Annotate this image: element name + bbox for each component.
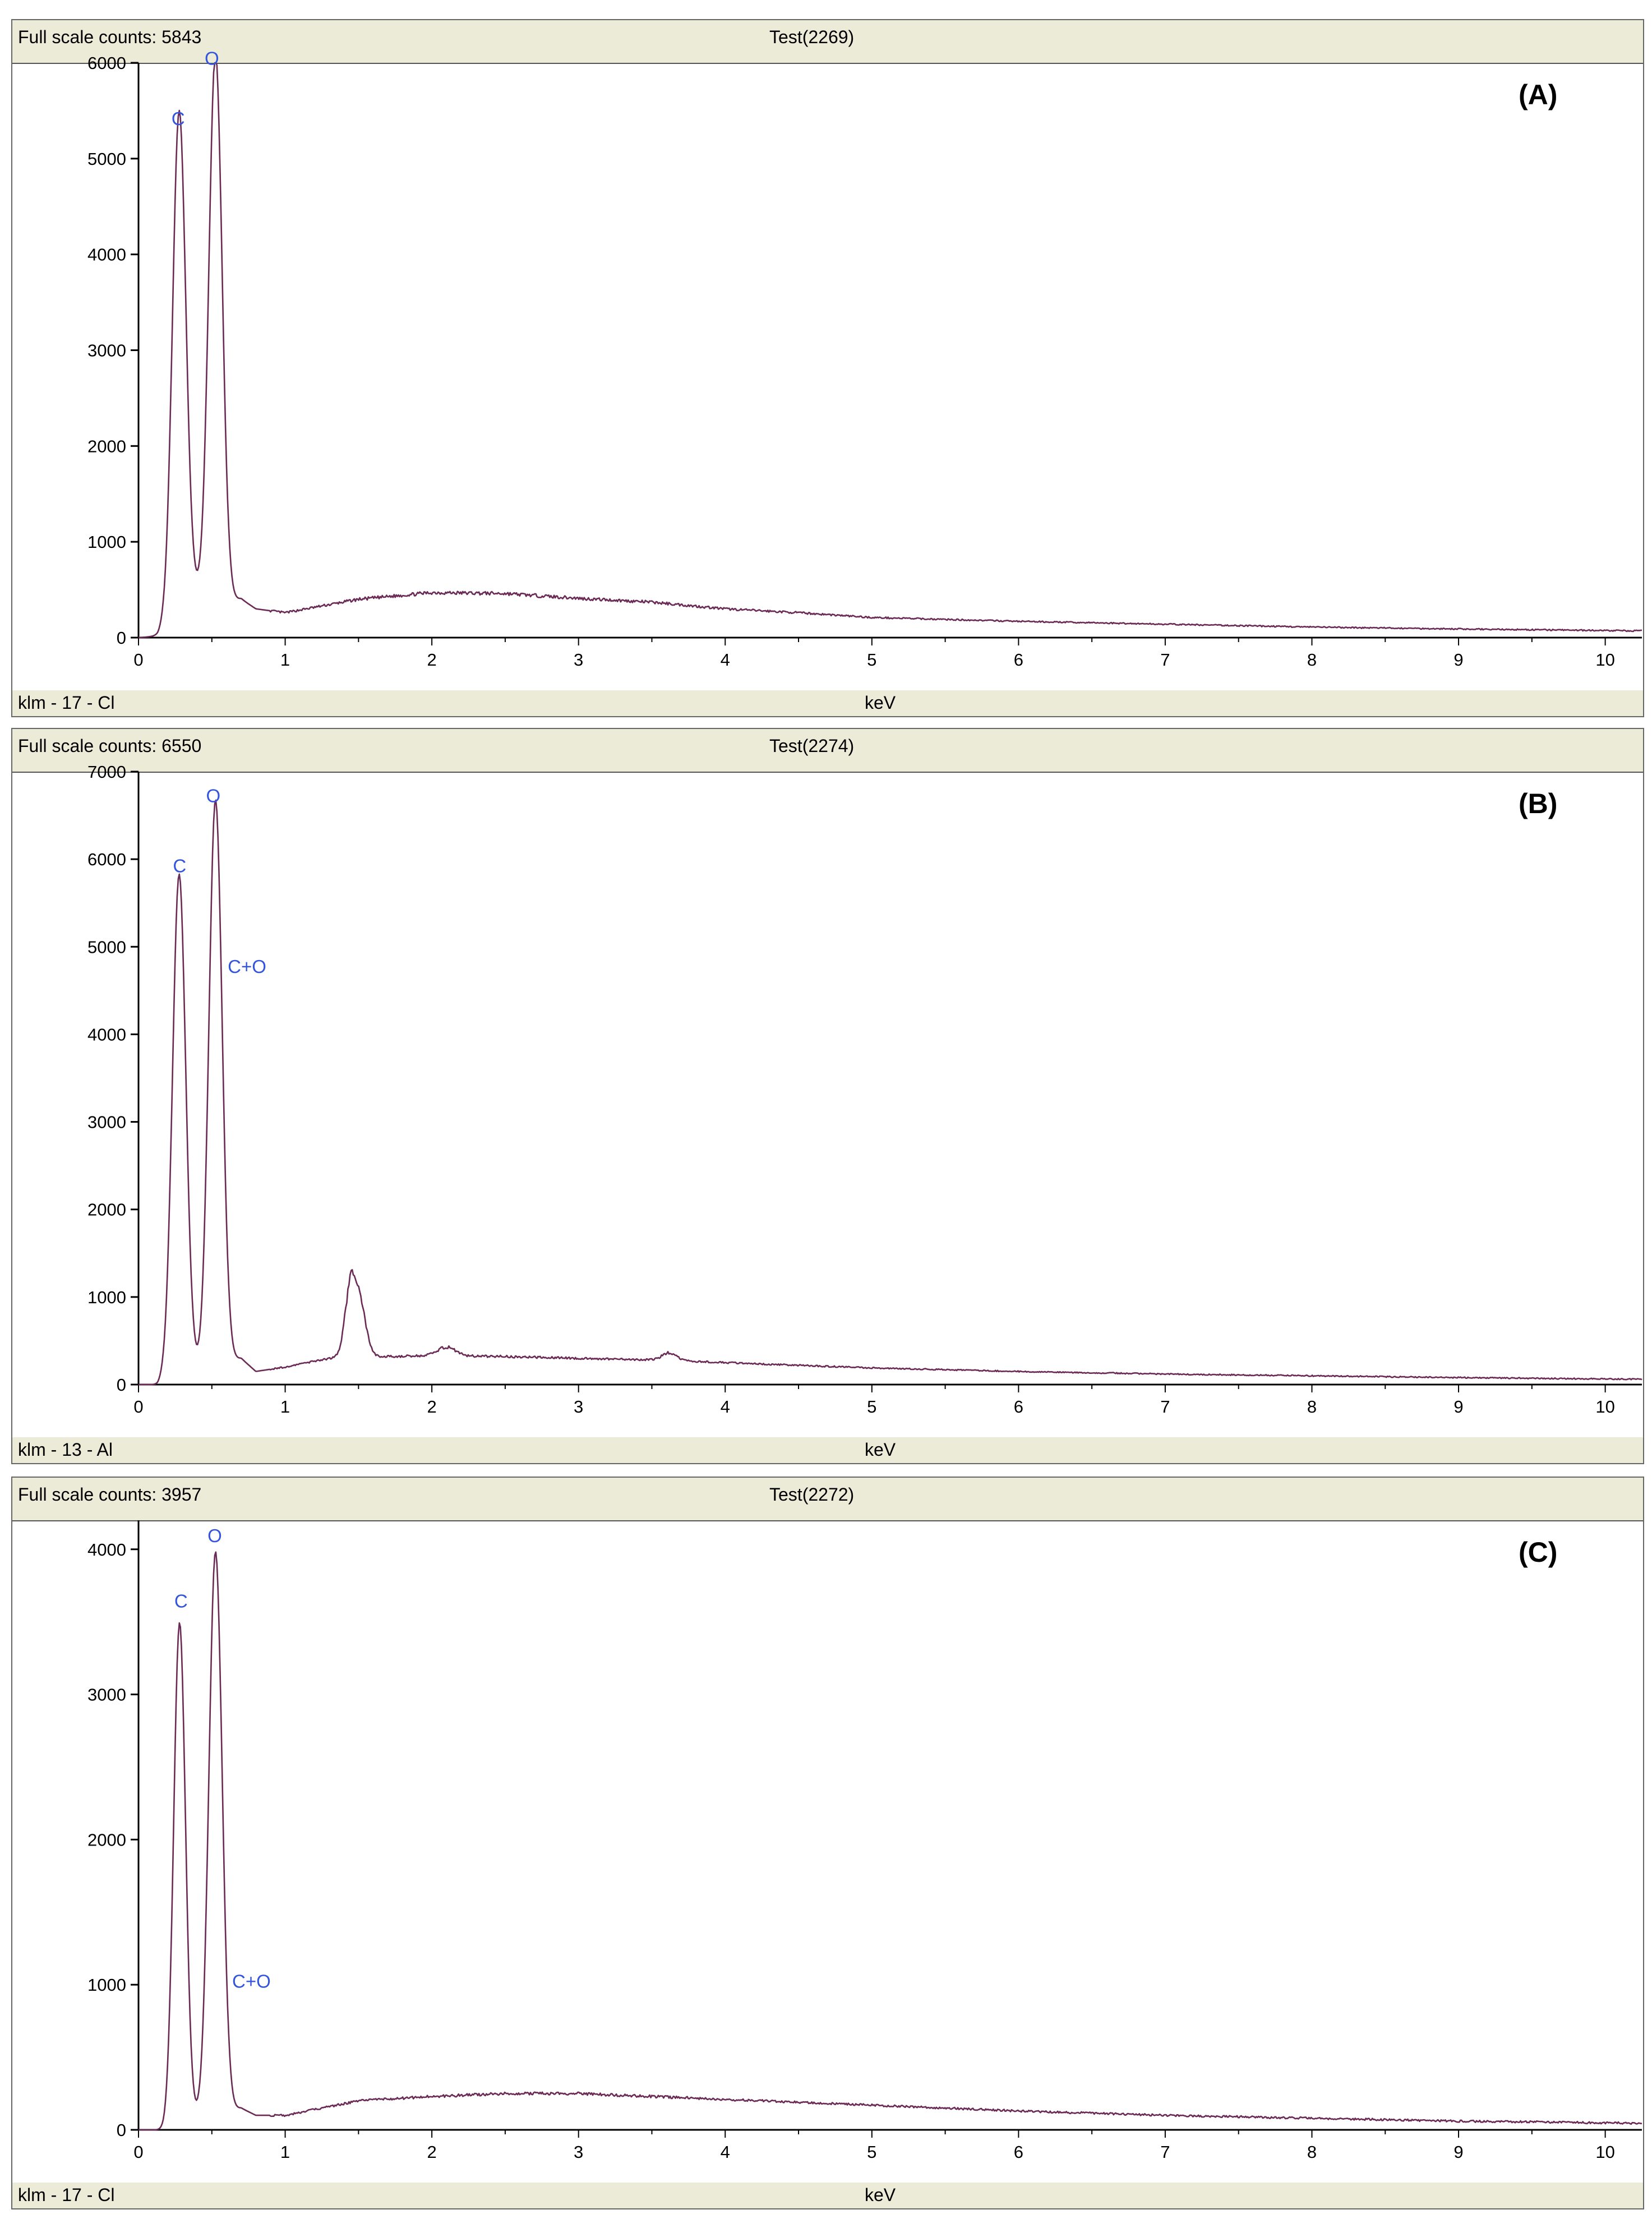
x-axis-label: keV bbox=[865, 693, 896, 713]
panel-header: Full scale counts: 5843 Test(2269) bbox=[12, 20, 1643, 64]
sample-label: klm - 17 - Cl bbox=[18, 2185, 115, 2205]
y-tick-label: 5000 bbox=[87, 149, 126, 169]
panel-footer: klm - 17 - Cl keV bbox=[12, 690, 1643, 716]
x-tick-label: 6 bbox=[1014, 1397, 1023, 1417]
x-tick-label: 0 bbox=[133, 2142, 143, 2162]
x-tick-label: 6 bbox=[1014, 2142, 1023, 2162]
peak-label: O bbox=[206, 786, 221, 806]
spectrum-plot-b: 0 1000 2000 3000 4000 5000 6000 7000 0 1 2 3 4 5 6 7 8 9 1… bbox=[87, 762, 1642, 1417]
y-tick-label: 4000 bbox=[87, 1540, 126, 1560]
x-tick-label: 10 bbox=[1595, 650, 1614, 670]
x-tick-label: 0 bbox=[133, 650, 143, 670]
spectrum-plot-a: 0 1000 2000 3000 4000 5000 6000 0 1 2 3 4 5 6 7 8 9 10 C O (… bbox=[87, 48, 1642, 670]
spectrum-plot-c: 0 1000 2000 3000 4000 0 1 2 3 4 5 6 7 8 9 10 C O C+O (C) bbox=[87, 1520, 1642, 2162]
y-tick-label: 0 bbox=[117, 2120, 126, 2140]
panel-label: (A) bbox=[1519, 79, 1557, 110]
x-tick-label: 5 bbox=[867, 650, 876, 670]
panel-label: (C) bbox=[1519, 1537, 1557, 1568]
spectrum-panel-a: Full scale counts: 5843 Test(2269) 0 1000… bbox=[11, 19, 1644, 717]
x-tick-label: 5 bbox=[867, 1397, 876, 1417]
full-scale-counts: Full scale counts: 3957 bbox=[18, 1484, 202, 1505]
x-tick-label: 1 bbox=[280, 1397, 290, 1417]
x-tick-label: 3 bbox=[574, 1397, 583, 1417]
panel-label: (B) bbox=[1519, 788, 1557, 819]
peak-label: O bbox=[207, 1525, 222, 1546]
y-tick-label: 5000 bbox=[87, 937, 126, 957]
x-tick-label: 0 bbox=[133, 1397, 143, 1417]
x-axis-label: keV bbox=[865, 2185, 896, 2205]
y-tick-label: 7000 bbox=[87, 762, 126, 782]
y-tick-label: 4000 bbox=[87, 1025, 126, 1044]
x-tick-label: 9 bbox=[1453, 2142, 1463, 2162]
x-tick-label: 8 bbox=[1307, 2142, 1317, 2162]
y-tick-label: 3000 bbox=[87, 1113, 126, 1132]
x-tick-label: 7 bbox=[1160, 650, 1170, 670]
x-tick-label: 2 bbox=[427, 650, 436, 670]
y-tick-label: 2000 bbox=[87, 1830, 126, 1849]
y-tick-label: 1000 bbox=[87, 532, 126, 552]
x-tick-label: 3 bbox=[574, 650, 583, 670]
y-tick-label: 2000 bbox=[87, 1200, 126, 1220]
x-tick-label: 6 bbox=[1014, 650, 1023, 670]
x-tick-label: 2 bbox=[427, 2142, 436, 2162]
y-tick-label: 4000 bbox=[87, 245, 126, 265]
x-tick-label: 5 bbox=[867, 2142, 876, 2162]
y-tick-label: 0 bbox=[117, 1375, 126, 1395]
sample-label: klm - 13 - Al bbox=[18, 1440, 113, 1460]
panel-footer: klm - 17 - Cl keV bbox=[12, 2183, 1643, 2208]
full-scale-counts: Full scale counts: 5843 bbox=[18, 27, 202, 47]
full-scale-counts: Full scale counts: 6550 bbox=[18, 736, 202, 756]
test-label: Test(2272) bbox=[769, 1484, 855, 1505]
x-tick-label: 8 bbox=[1307, 1397, 1317, 1417]
x-tick-label: 3 bbox=[574, 2142, 583, 2162]
y-tick-label: 6000 bbox=[87, 850, 126, 869]
y-tick-label: 2000 bbox=[87, 436, 126, 456]
y-tick-label: 6000 bbox=[87, 53, 126, 73]
x-tick-label: 1 bbox=[280, 2142, 290, 2162]
y-tick-label: 3000 bbox=[87, 1685, 126, 1705]
x-tick-label: 9 bbox=[1453, 650, 1463, 670]
x-tick-label: 8 bbox=[1307, 650, 1317, 670]
peak-label: O bbox=[205, 48, 219, 68]
x-tick-label: 2 bbox=[427, 1397, 436, 1417]
x-tick-label: 10 bbox=[1595, 1397, 1614, 1417]
spectrum-panel-b: Full scale counts: 6550 Test(2274) 0 1000… bbox=[11, 728, 1644, 1464]
y-tick-label: 1000 bbox=[87, 1288, 126, 1307]
peak-label: C+O bbox=[228, 956, 266, 977]
peak-label: C+O bbox=[232, 1971, 271, 1991]
x-axis-label: keV bbox=[865, 1440, 896, 1460]
panel-header: Full scale counts: 6550 Test(2274) bbox=[12, 729, 1643, 773]
peak-label: C bbox=[174, 1590, 188, 1611]
x-tick-label: 1 bbox=[280, 650, 290, 670]
x-tick-label: 7 bbox=[1160, 2142, 1170, 2162]
x-tick-label: 9 bbox=[1453, 1397, 1463, 1417]
peak-label: C bbox=[173, 856, 186, 876]
y-tick-label: 0 bbox=[117, 628, 126, 648]
x-tick-label: 4 bbox=[721, 2142, 730, 2162]
spectrum-panel-c: Full scale counts: 3957 Test(2272) 0 1000… bbox=[11, 1477, 1644, 2209]
panel-footer: klm - 13 - Al keV bbox=[12, 1437, 1643, 1463]
spectrum-line bbox=[139, 799, 1642, 1386]
sample-label: klm - 17 - Cl bbox=[18, 693, 115, 713]
y-tick-label: 3000 bbox=[87, 341, 126, 361]
test-label: Test(2274) bbox=[769, 736, 855, 756]
peak-label: C bbox=[172, 108, 185, 129]
x-tick-label: 7 bbox=[1160, 1397, 1170, 1417]
x-tick-label: 4 bbox=[721, 650, 730, 670]
spectrum-line bbox=[139, 62, 1642, 638]
spectrum-line bbox=[139, 1551, 1642, 2131]
test-label: Test(2269) bbox=[769, 27, 855, 47]
x-tick-label: 4 bbox=[721, 1397, 730, 1417]
panel-header: Full scale counts: 3957 Test(2272) bbox=[12, 1478, 1643, 1521]
x-tick-label: 10 bbox=[1595, 2142, 1614, 2162]
y-tick-label: 1000 bbox=[87, 1975, 126, 1995]
